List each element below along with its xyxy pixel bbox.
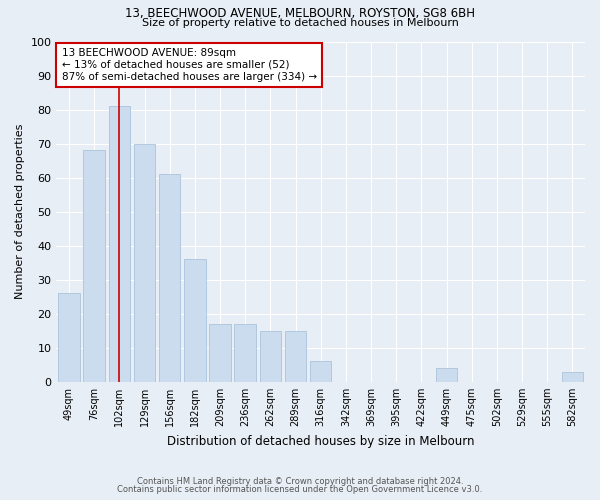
Text: Size of property relative to detached houses in Melbourn: Size of property relative to detached ho… — [142, 18, 458, 28]
Bar — [83, 150, 105, 382]
Text: Contains public sector information licensed under the Open Government Licence v3: Contains public sector information licen… — [118, 484, 482, 494]
Bar — [58, 294, 80, 382]
Bar — [260, 331, 281, 382]
Bar — [235, 324, 256, 382]
Bar — [159, 174, 181, 382]
Bar — [184, 260, 206, 382]
Bar — [562, 372, 583, 382]
Text: Contains HM Land Registry data © Crown copyright and database right 2024.: Contains HM Land Registry data © Crown c… — [137, 477, 463, 486]
Bar — [285, 331, 306, 382]
Bar — [436, 368, 457, 382]
Text: 13 BEECHWOOD AVENUE: 89sqm
← 13% of detached houses are smaller (52)
87% of semi: 13 BEECHWOOD AVENUE: 89sqm ← 13% of deta… — [62, 48, 317, 82]
Y-axis label: Number of detached properties: Number of detached properties — [15, 124, 25, 300]
Text: 13, BEECHWOOD AVENUE, MELBOURN, ROYSTON, SG8 6BH: 13, BEECHWOOD AVENUE, MELBOURN, ROYSTON,… — [125, 8, 475, 20]
Bar — [109, 106, 130, 382]
Bar — [134, 144, 155, 382]
Bar — [209, 324, 231, 382]
Bar — [310, 362, 331, 382]
X-axis label: Distribution of detached houses by size in Melbourn: Distribution of detached houses by size … — [167, 434, 475, 448]
